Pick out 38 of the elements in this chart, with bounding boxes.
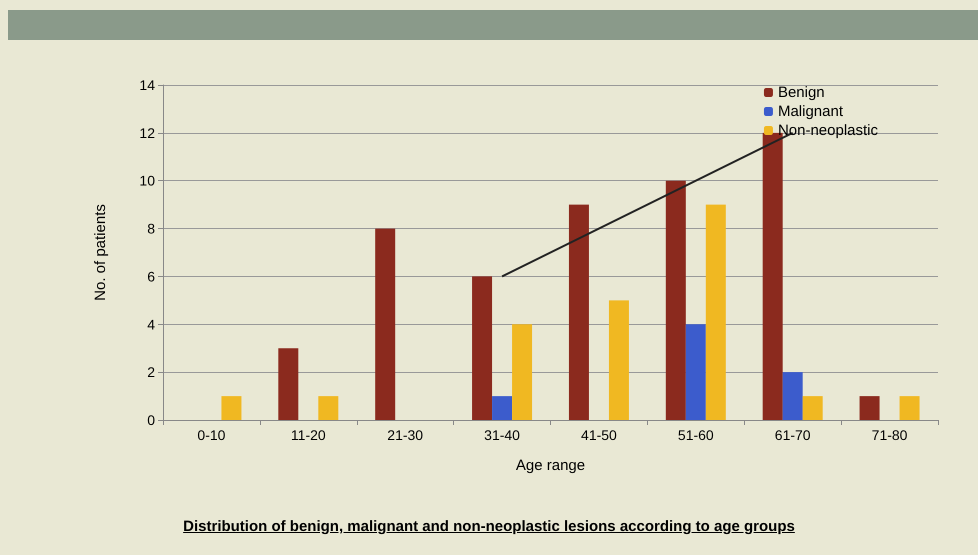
x-tick-label: 61-70	[774, 427, 811, 443]
x-tick-label: 41-50	[581, 427, 618, 443]
bar	[608, 300, 629, 420]
y-tick-label: 4	[147, 316, 156, 332]
bar	[706, 204, 726, 420]
bar	[802, 396, 823, 420]
legend-label: Benign	[778, 84, 825, 101]
y-tick-label: 12	[139, 124, 156, 141]
bar	[782, 372, 803, 420]
legend-label: Non-neoplastic	[778, 122, 878, 139]
y-tick-label: 6	[147, 268, 156, 284]
bar	[860, 396, 880, 420]
x-axis-title: Age range	[516, 457, 586, 474]
bar	[568, 204, 589, 420]
bar	[512, 324, 532, 420]
text: Distribution of benign, malignant and non-neoplastic lesions according to age groups	[182, 518, 796, 535]
x-tick-label: 0-10	[197, 427, 226, 443]
x-tick-label: 31-40	[484, 427, 520, 443]
y-tick-label: 2	[147, 364, 156, 380]
x-tick-label: 71-80	[872, 427, 908, 443]
legend-label: Malignant	[778, 103, 844, 120]
bar	[472, 276, 492, 420]
x-tick-label: 11-20	[290, 427, 326, 443]
y-tick-label: 0	[147, 412, 156, 428]
bar	[318, 396, 338, 420]
bar	[278, 348, 298, 420]
y-tick-label: 14	[139, 77, 156, 93]
x-tick-label: 51-60	[678, 427, 714, 443]
y-tick-label: 8	[147, 220, 156, 237]
x-tick-label: 21-30	[387, 427, 424, 443]
bar	[686, 324, 706, 420]
bar	[492, 396, 512, 420]
y-axis-title: No. of patients	[92, 204, 109, 301]
bar	[221, 396, 242, 420]
bar	[375, 228, 396, 420]
bar	[666, 180, 686, 420]
bar	[900, 396, 920, 420]
y-tick-label: 10	[139, 172, 156, 189]
